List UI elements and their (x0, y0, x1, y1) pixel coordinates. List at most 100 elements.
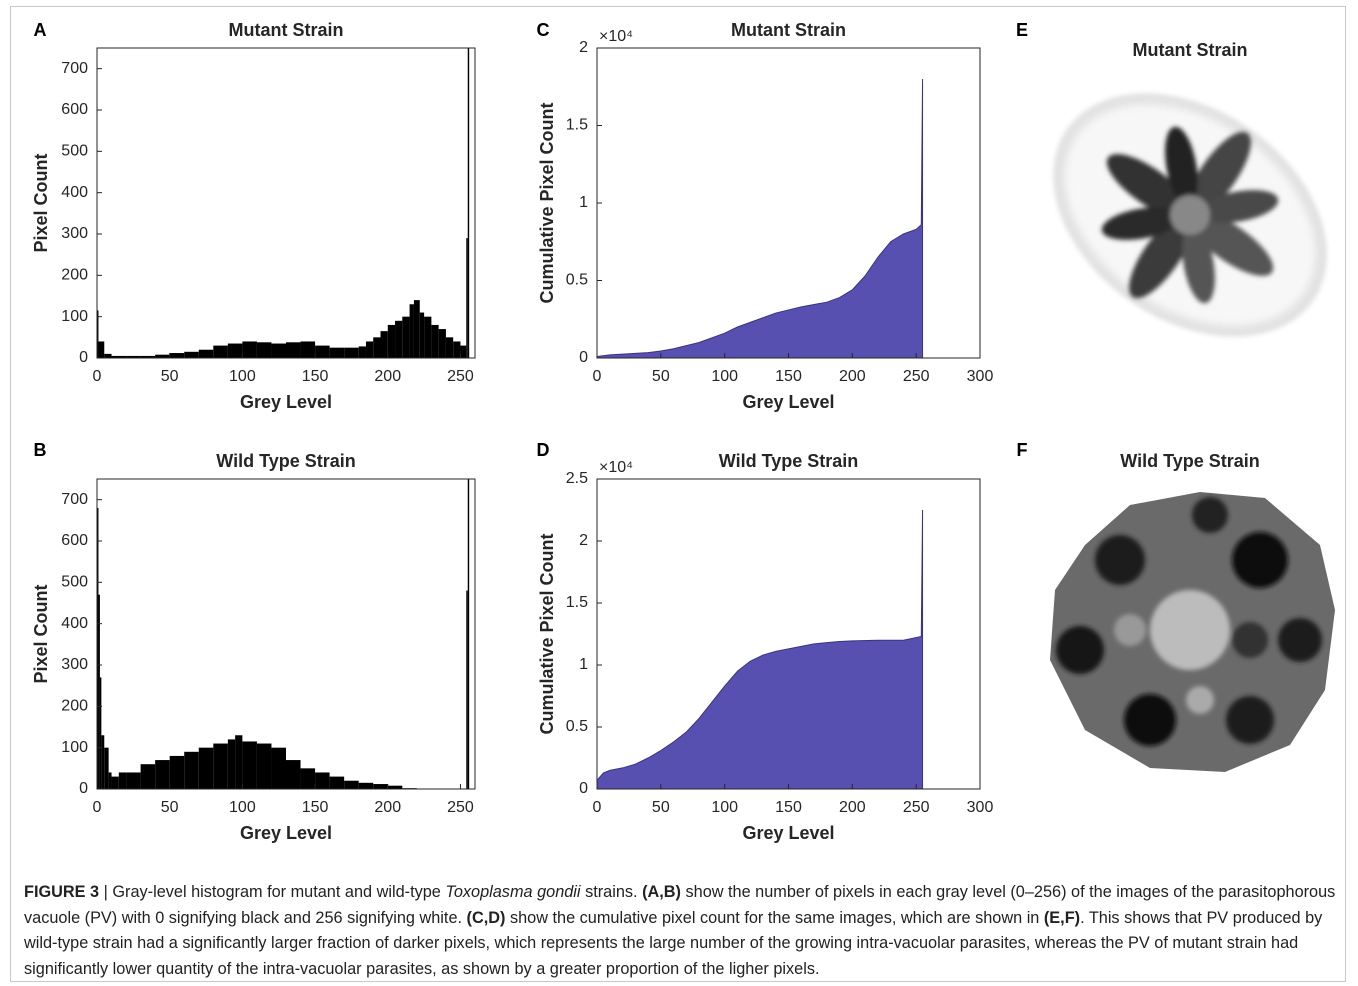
x-tick-label: 150 (775, 799, 802, 816)
bar (213, 345, 228, 358)
bar (460, 345, 467, 358)
bar (466, 590, 468, 789)
panel-label: A (34, 20, 47, 40)
caption-species: Toxoplasma gondii (445, 883, 581, 901)
bar (358, 346, 366, 358)
y-tick-label: 100 (61, 739, 88, 756)
bar (387, 785, 403, 789)
y-tick-label: 500 (61, 574, 88, 591)
image-title: Wild Type Strain (1120, 451, 1260, 471)
x-axis-label: Grey Level (240, 392, 332, 412)
bar (445, 337, 454, 358)
y-tick-label: 300 (61, 225, 88, 242)
y-tick-label: 0 (79, 780, 88, 797)
bar (108, 772, 112, 789)
bar (271, 343, 286, 358)
bar (373, 784, 388, 789)
bar (402, 316, 410, 358)
bar (329, 347, 345, 358)
x-tick-label: 200 (839, 368, 866, 385)
x-tick-label: 150 (302, 799, 329, 816)
bar (242, 341, 257, 358)
bar (235, 735, 243, 789)
chart-title: Wild Type Strain (216, 451, 356, 471)
panel-label: C (537, 20, 550, 40)
y-axis-label: Pixel Count (31, 153, 51, 252)
x-tick-label: 0 (593, 368, 602, 385)
bar (365, 341, 374, 358)
wild-type-image (1050, 492, 1335, 772)
bar (111, 355, 127, 358)
x-tick-label: 100 (711, 368, 738, 385)
x-tick-label: 100 (229, 799, 256, 816)
bar (300, 341, 316, 358)
bar (111, 776, 119, 789)
y-tick-label: 0 (579, 349, 588, 366)
bar (315, 772, 330, 789)
bar (98, 341, 105, 358)
mutant-image (1053, 93, 1327, 337)
y-tick-label: 0.5 (566, 718, 588, 735)
bar (140, 764, 156, 789)
bar (99, 677, 102, 789)
figure-caption: FIGURE 3 | Gray-level histogram for muta… (24, 880, 1342, 982)
y-axis-label: Cumulative Pixel Count (537, 533, 557, 734)
panel-label: E (1016, 20, 1028, 40)
bar (198, 349, 214, 358)
bar (413, 300, 420, 358)
y-tick-label: 100 (61, 308, 88, 325)
bar (467, 479, 470, 789)
x-tick-label: 200 (374, 799, 401, 816)
area (596, 509, 924, 790)
chart-title: Mutant Strain (229, 20, 344, 40)
bar (409, 304, 414, 358)
bar (140, 355, 156, 358)
bar (169, 353, 185, 358)
parasites (1101, 126, 1279, 304)
x-axis-label: Grey Level (742, 392, 834, 412)
panel-label: D (537, 440, 550, 460)
x-tick-label: 200 (839, 799, 866, 816)
x-tick-label: 0 (93, 368, 102, 385)
bar (126, 772, 141, 789)
bar (315, 345, 330, 358)
bar (155, 760, 170, 789)
bar (344, 780, 359, 789)
x-tick-label: 100 (711, 799, 738, 816)
x-tick-label: 300 (967, 799, 994, 816)
x-tick-label: 50 (161, 799, 179, 816)
bar (431, 324, 439, 358)
y-tick-label: 2 (579, 532, 588, 549)
bar (97, 507, 99, 789)
bar (467, 48, 470, 358)
y-tick-label: 700 (61, 491, 88, 508)
caption-text: strains. (580, 883, 643, 901)
y-tick-label: 2.5 (566, 470, 588, 487)
caption-ref: (E,F) (1043, 908, 1081, 927)
bar (198, 747, 214, 789)
bar (438, 329, 446, 358)
y-tick-label: 600 (61, 532, 88, 549)
bar (300, 768, 316, 789)
bar (380, 331, 388, 358)
bar (184, 751, 199, 789)
caption-text: show the number of pixels in each gray l… (24, 883, 1336, 927)
parasites (1056, 497, 1322, 746)
y-axis-label: Cumulative Pixel Count (537, 102, 557, 303)
y-tick-label: 1 (579, 656, 588, 673)
bar (155, 354, 170, 358)
y-tick-label: 0 (579, 780, 588, 797)
bar (126, 355, 141, 358)
y-tick-label: 1.5 (566, 117, 588, 134)
bar (419, 312, 425, 358)
x-tick-label: 50 (161, 368, 179, 385)
x-axis-label: Grey Level (742, 823, 834, 843)
image-title: Mutant Strain (1133, 40, 1248, 60)
plot-frame (96, 478, 476, 790)
bar (286, 342, 301, 358)
bar (227, 739, 236, 789)
bar (227, 343, 243, 358)
bar (373, 337, 381, 358)
plot-frame (96, 47, 476, 359)
